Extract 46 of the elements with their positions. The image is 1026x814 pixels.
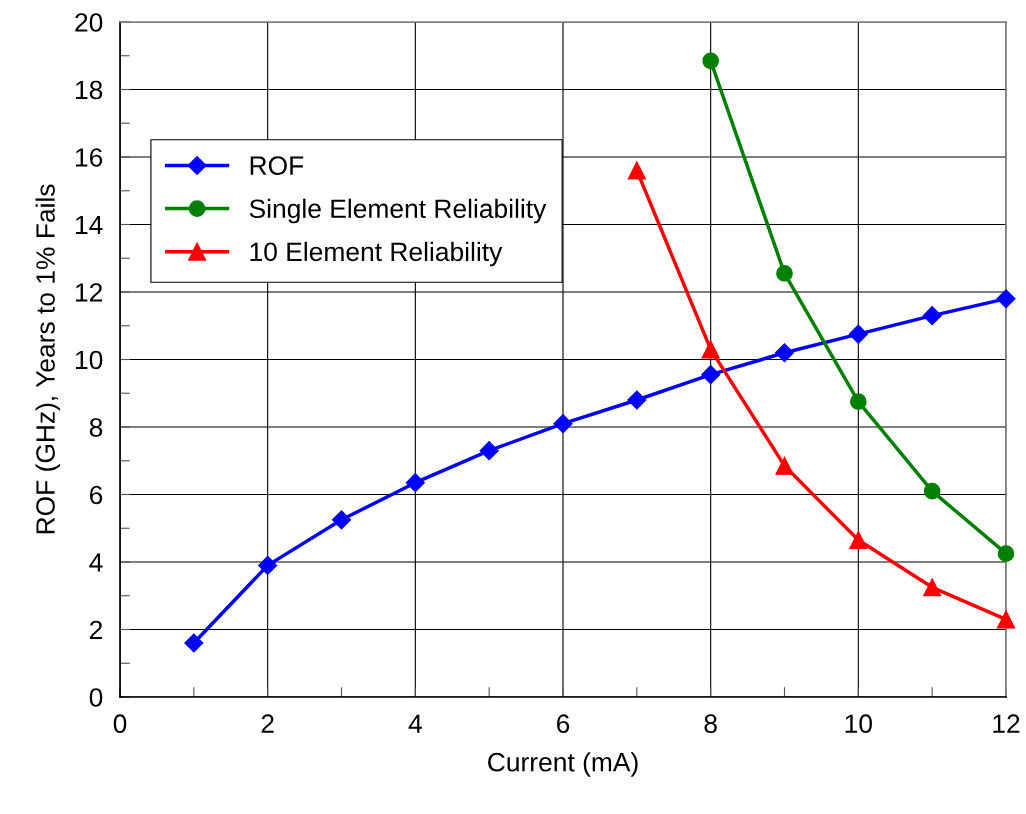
point bbox=[258, 555, 278, 575]
x-tick-label: 2 bbox=[261, 714, 274, 733]
point bbox=[923, 578, 942, 597]
y-tick-label: 16 bbox=[76, 148, 103, 167]
legend-label: 10 Element Reliability bbox=[250, 241, 503, 267]
x-tick-label: 0 bbox=[113, 714, 127, 734]
point bbox=[701, 340, 720, 359]
point bbox=[331, 510, 352, 530]
point bbox=[997, 545, 1015, 562]
x-tick-label: 8 bbox=[704, 714, 717, 734]
y-tick-label: 0 bbox=[89, 688, 103, 707]
y-tick-label: 18 bbox=[76, 80, 103, 100]
y-tick-label: 20 bbox=[75, 13, 103, 32]
point bbox=[922, 306, 942, 326]
point bbox=[923, 482, 941, 500]
point bbox=[848, 324, 868, 344]
y-tick-label: 4 bbox=[89, 553, 103, 572]
y-axis-title: ROF (GHz), Years to 1% Fails bbox=[35, 184, 61, 534]
point bbox=[776, 265, 793, 282]
y-tick-label: 2 bbox=[89, 620, 103, 640]
x-tick-label: 4 bbox=[408, 714, 422, 733]
x-tick-label: 10 bbox=[845, 714, 872, 734]
y-tick-label: 12 bbox=[76, 283, 103, 302]
point bbox=[996, 289, 1016, 309]
point bbox=[479, 441, 499, 461]
point bbox=[702, 52, 720, 70]
legend-label: Single Element Reliability bbox=[249, 198, 547, 224]
point bbox=[627, 161, 646, 180]
point bbox=[553, 414, 573, 434]
x-axis-title: Current (mA) bbox=[488, 752, 638, 777]
y-tick-label: 10 bbox=[76, 350, 103, 370]
point bbox=[405, 473, 425, 493]
point bbox=[701, 365, 721, 385]
x-tick-label: 6 bbox=[557, 714, 570, 734]
point bbox=[774, 343, 795, 363]
y-tick-label: 8 bbox=[89, 418, 103, 437]
y-tick-label: 14 bbox=[76, 215, 103, 235]
legend-label: ROF bbox=[250, 156, 304, 176]
x-tick-label: 12 bbox=[993, 714, 1020, 733]
point bbox=[996, 610, 1016, 629]
y-tick-label: 6 bbox=[90, 485, 103, 505]
point bbox=[627, 390, 647, 410]
point bbox=[849, 531, 868, 550]
point bbox=[184, 633, 204, 653]
point bbox=[849, 393, 867, 411]
point bbox=[775, 456, 794, 475]
